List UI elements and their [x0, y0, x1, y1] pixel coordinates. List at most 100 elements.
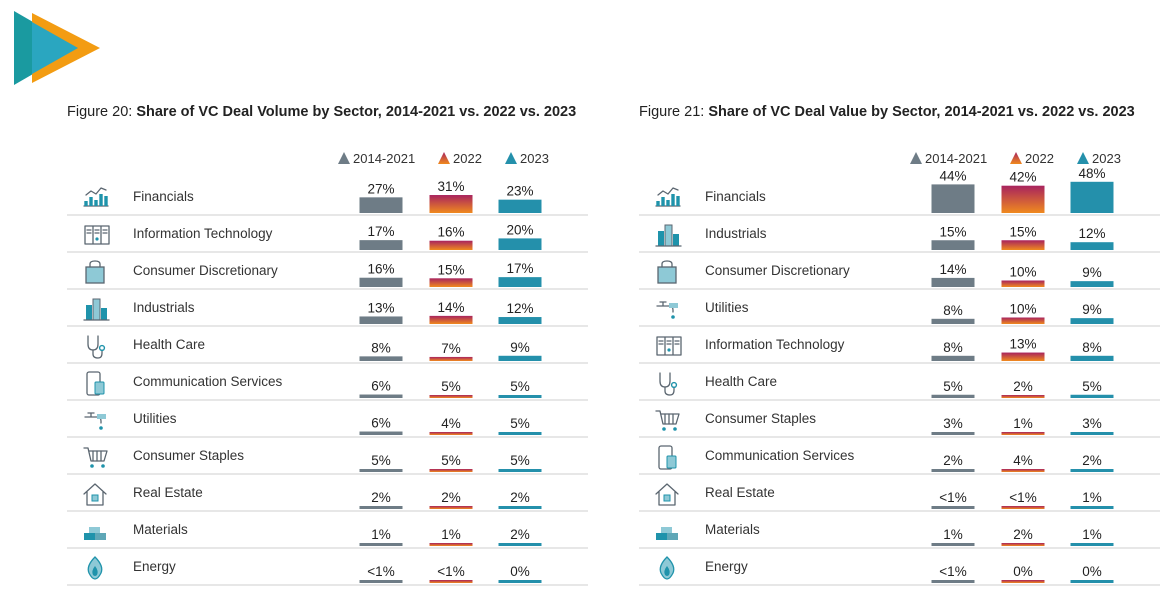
value-label: 5%	[510, 416, 530, 431]
value-label: 6%	[371, 379, 391, 394]
value-label: 27%	[367, 181, 394, 196]
buildings-icon	[655, 224, 682, 247]
value-label: 5%	[441, 379, 461, 394]
value-label: 1%	[1013, 416, 1033, 431]
bar-2023-energy	[1070, 580, 1114, 583]
bar-2022-consumer-discretionary	[429, 278, 473, 287]
value-label: 15%	[1009, 224, 1036, 239]
bar-2022-industrials	[429, 315, 473, 324]
sector-label: Financials	[133, 189, 194, 204]
value-label: 8%	[371, 340, 391, 355]
legend-2014-2021-marker	[338, 152, 350, 164]
value-label: 15%	[437, 262, 464, 277]
legend-2014-2021-marker	[910, 152, 922, 164]
bar-2022-real-estate	[429, 506, 473, 509]
bar-2023-consumer-discretionary	[1070, 281, 1114, 287]
bar-2023-real-estate	[498, 506, 542, 509]
sector-label: Real Estate	[705, 485, 775, 500]
sector-label: Energy	[705, 559, 748, 574]
sector-label: Health Care	[705, 374, 777, 389]
value-label: 2%	[510, 527, 530, 542]
value-label: 2%	[943, 453, 963, 468]
sector-label: Information Technology	[705, 337, 845, 352]
value-label: 5%	[510, 453, 530, 468]
legend-2022: 2022	[1025, 151, 1054, 166]
bar-2022-real-estate	[1001, 506, 1045, 509]
volume-by-sector-chart: 2014-2021 2022 2023 Financials 27% 31% 23% Info…	[67, 140, 588, 591]
value-label: <1%	[1009, 490, 1036, 505]
sector-label: Consumer Discretionary	[705, 263, 850, 278]
value-label: 17%	[506, 261, 533, 276]
value-label: 5%	[943, 379, 963, 394]
sector-label: Communication Services	[705, 448, 855, 463]
value-label: 2%	[1013, 379, 1033, 394]
bar-2014-2021-health-care	[931, 394, 975, 398]
bar-2023-energy	[498, 580, 542, 583]
cart-icon	[655, 410, 680, 431]
value-label: 7%	[441, 341, 461, 356]
bar-2022-materials	[429, 543, 473, 546]
sector-label: Materials	[705, 522, 760, 537]
bar-2023-health-care	[1070, 394, 1114, 398]
value-label: 3%	[943, 416, 963, 431]
value-label: 4%	[1013, 453, 1033, 468]
server-icon	[84, 225, 110, 245]
value-label: 4%	[441, 416, 461, 431]
bar-2023-information-technology	[1070, 355, 1114, 361]
sector-label: Consumer Discretionary	[133, 263, 278, 278]
figure-20-title: Figure 20: Share of VC Deal Volume by Se…	[67, 104, 576, 120]
bar-2014-2021-real-estate	[931, 506, 975, 509]
sector-label: Financials	[705, 189, 766, 204]
bar-2023-industrials	[1070, 242, 1114, 250]
value-label: 3%	[1082, 416, 1102, 431]
sector-label: Industrials	[705, 226, 767, 241]
legend-2023: 2023	[520, 151, 549, 166]
bar-2022-consumer-staples	[1001, 432, 1045, 435]
bar-2014-2021-utilities	[359, 431, 403, 435]
bar-2022-energy	[429, 580, 473, 583]
value-label: 20%	[506, 222, 533, 237]
value-label: <1%	[939, 564, 966, 579]
bar-2014-2021-information-technology	[931, 355, 975, 361]
legend-2022-marker	[438, 152, 450, 164]
figure-20-label: Figure 20:	[67, 104, 137, 120]
value-label: 9%	[1082, 265, 1102, 280]
value-label: 13%	[367, 300, 394, 315]
value-label: 1%	[371, 527, 391, 542]
legend-2023-marker	[1077, 152, 1089, 164]
faucet-icon	[656, 301, 678, 319]
value-label: 31%	[437, 179, 464, 194]
value-label: 16%	[367, 262, 394, 277]
bricks-icon	[656, 527, 678, 540]
house-icon	[655, 483, 679, 506]
bar-2022-consumer-discretionary	[1001, 280, 1045, 287]
chart-svg: 2014-2021 2022 2023 Financials 44% 42% 48% Indu…	[639, 151, 1160, 586]
bar-2023-health-care	[498, 355, 542, 361]
sector-label: Health Care	[133, 337, 205, 352]
phone-icon	[658, 445, 677, 470]
bar-2014-2021-communication-services	[931, 469, 975, 472]
bar-2023-materials	[1070, 543, 1114, 546]
value-label: 8%	[943, 303, 963, 318]
value-label: 5%	[371, 453, 391, 468]
value-label: 14%	[437, 300, 464, 315]
value-label: 1%	[441, 527, 461, 542]
bar-2022-industrials	[1001, 240, 1045, 250]
house-icon	[83, 483, 107, 506]
bar-2014-2021-health-care	[359, 356, 403, 361]
flame-icon	[87, 556, 103, 580]
value-label: 13%	[1009, 337, 1036, 352]
figure-20-title-text: Share of VC Deal Volume by Sector, 2014-…	[136, 104, 577, 120]
value-label: 44%	[939, 168, 966, 183]
chart-icon	[655, 187, 681, 207]
bar-2023-real-estate	[1070, 506, 1114, 509]
bar-2014-2021-materials	[931, 543, 975, 546]
bar-2022-materials	[1001, 543, 1045, 546]
bar-2022-information-technology	[1001, 352, 1045, 361]
value-label: <1%	[939, 490, 966, 505]
value-label: 42%	[1009, 170, 1036, 185]
brand-logo	[14, 11, 100, 85]
bar-2014-2021-communication-services	[359, 394, 403, 398]
shopping-bag-icon	[657, 260, 677, 284]
value-label: 6%	[371, 416, 391, 431]
